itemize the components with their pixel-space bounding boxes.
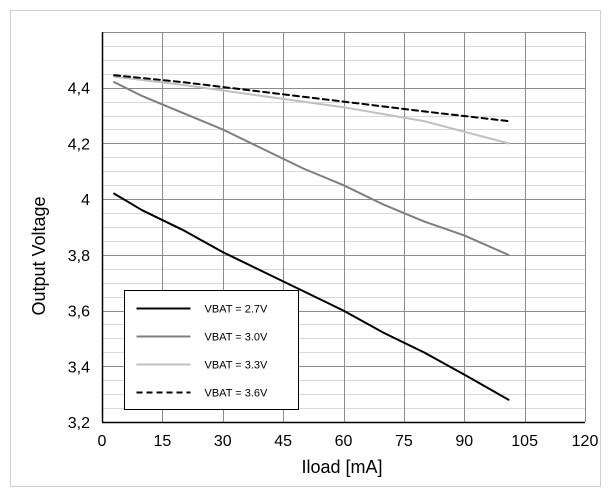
y-tick-labels: 3,2 3,4 3,6 3,8 4 4,2 4,4 (68, 81, 90, 432)
y-tick-label: 4 (81, 192, 90, 209)
y-tick-label: 3,2 (68, 415, 90, 432)
legend-box (124, 290, 299, 410)
series-lines (113, 74, 510, 401)
y-tick-label: 3,6 (68, 304, 90, 321)
axes (101, 32, 585, 424)
series-line-2 (113, 81, 510, 256)
x-tick-label: 105 (511, 433, 538, 450)
legend-items: VBAT = 2.7V VBAT = 3.0V VBAT = 3.3V VBAT = … (136, 304, 269, 400)
legend-label: VBAT = 3.0V (205, 332, 269, 344)
legend: VBAT = 2.7V VBAT = 3.0V VBAT = 3.3V VBAT = … (124, 290, 299, 410)
y-tick-label: 3,4 (68, 359, 90, 376)
x-tick-label: 45 (274, 433, 292, 450)
x-tick-label: 30 (214, 433, 232, 450)
series-line-4 (113, 74, 510, 123)
y-tick-label: 4,4 (68, 81, 90, 98)
series-line-1 (113, 192, 510, 401)
x-tick-label: 75 (395, 433, 413, 450)
legend-label: VBAT = 2.7V (205, 304, 269, 316)
x-axis-label: Iload [mA] (301, 457, 382, 477)
x-tick-labels: 0 15 30 45 60 75 90 105 120 (98, 433, 599, 450)
chart-border (10, 10, 601, 487)
x-tick-label: 120 (572, 433, 599, 450)
legend-label: VBAT = 3.3V (205, 360, 269, 372)
y-tick-label: 3,8 (68, 248, 90, 265)
legend-label: VBAT = 3.6V (205, 388, 269, 400)
x-tick-label: 0 (98, 433, 107, 450)
y-tick-label: 4,2 (68, 136, 90, 153)
y-axis-label: Output Voltage (29, 196, 49, 315)
x-tick-label: 15 (153, 433, 171, 450)
series-line-3 (113, 75, 510, 145)
x-tick-label: 90 (455, 433, 473, 450)
x-tick-label: 60 (335, 433, 353, 450)
